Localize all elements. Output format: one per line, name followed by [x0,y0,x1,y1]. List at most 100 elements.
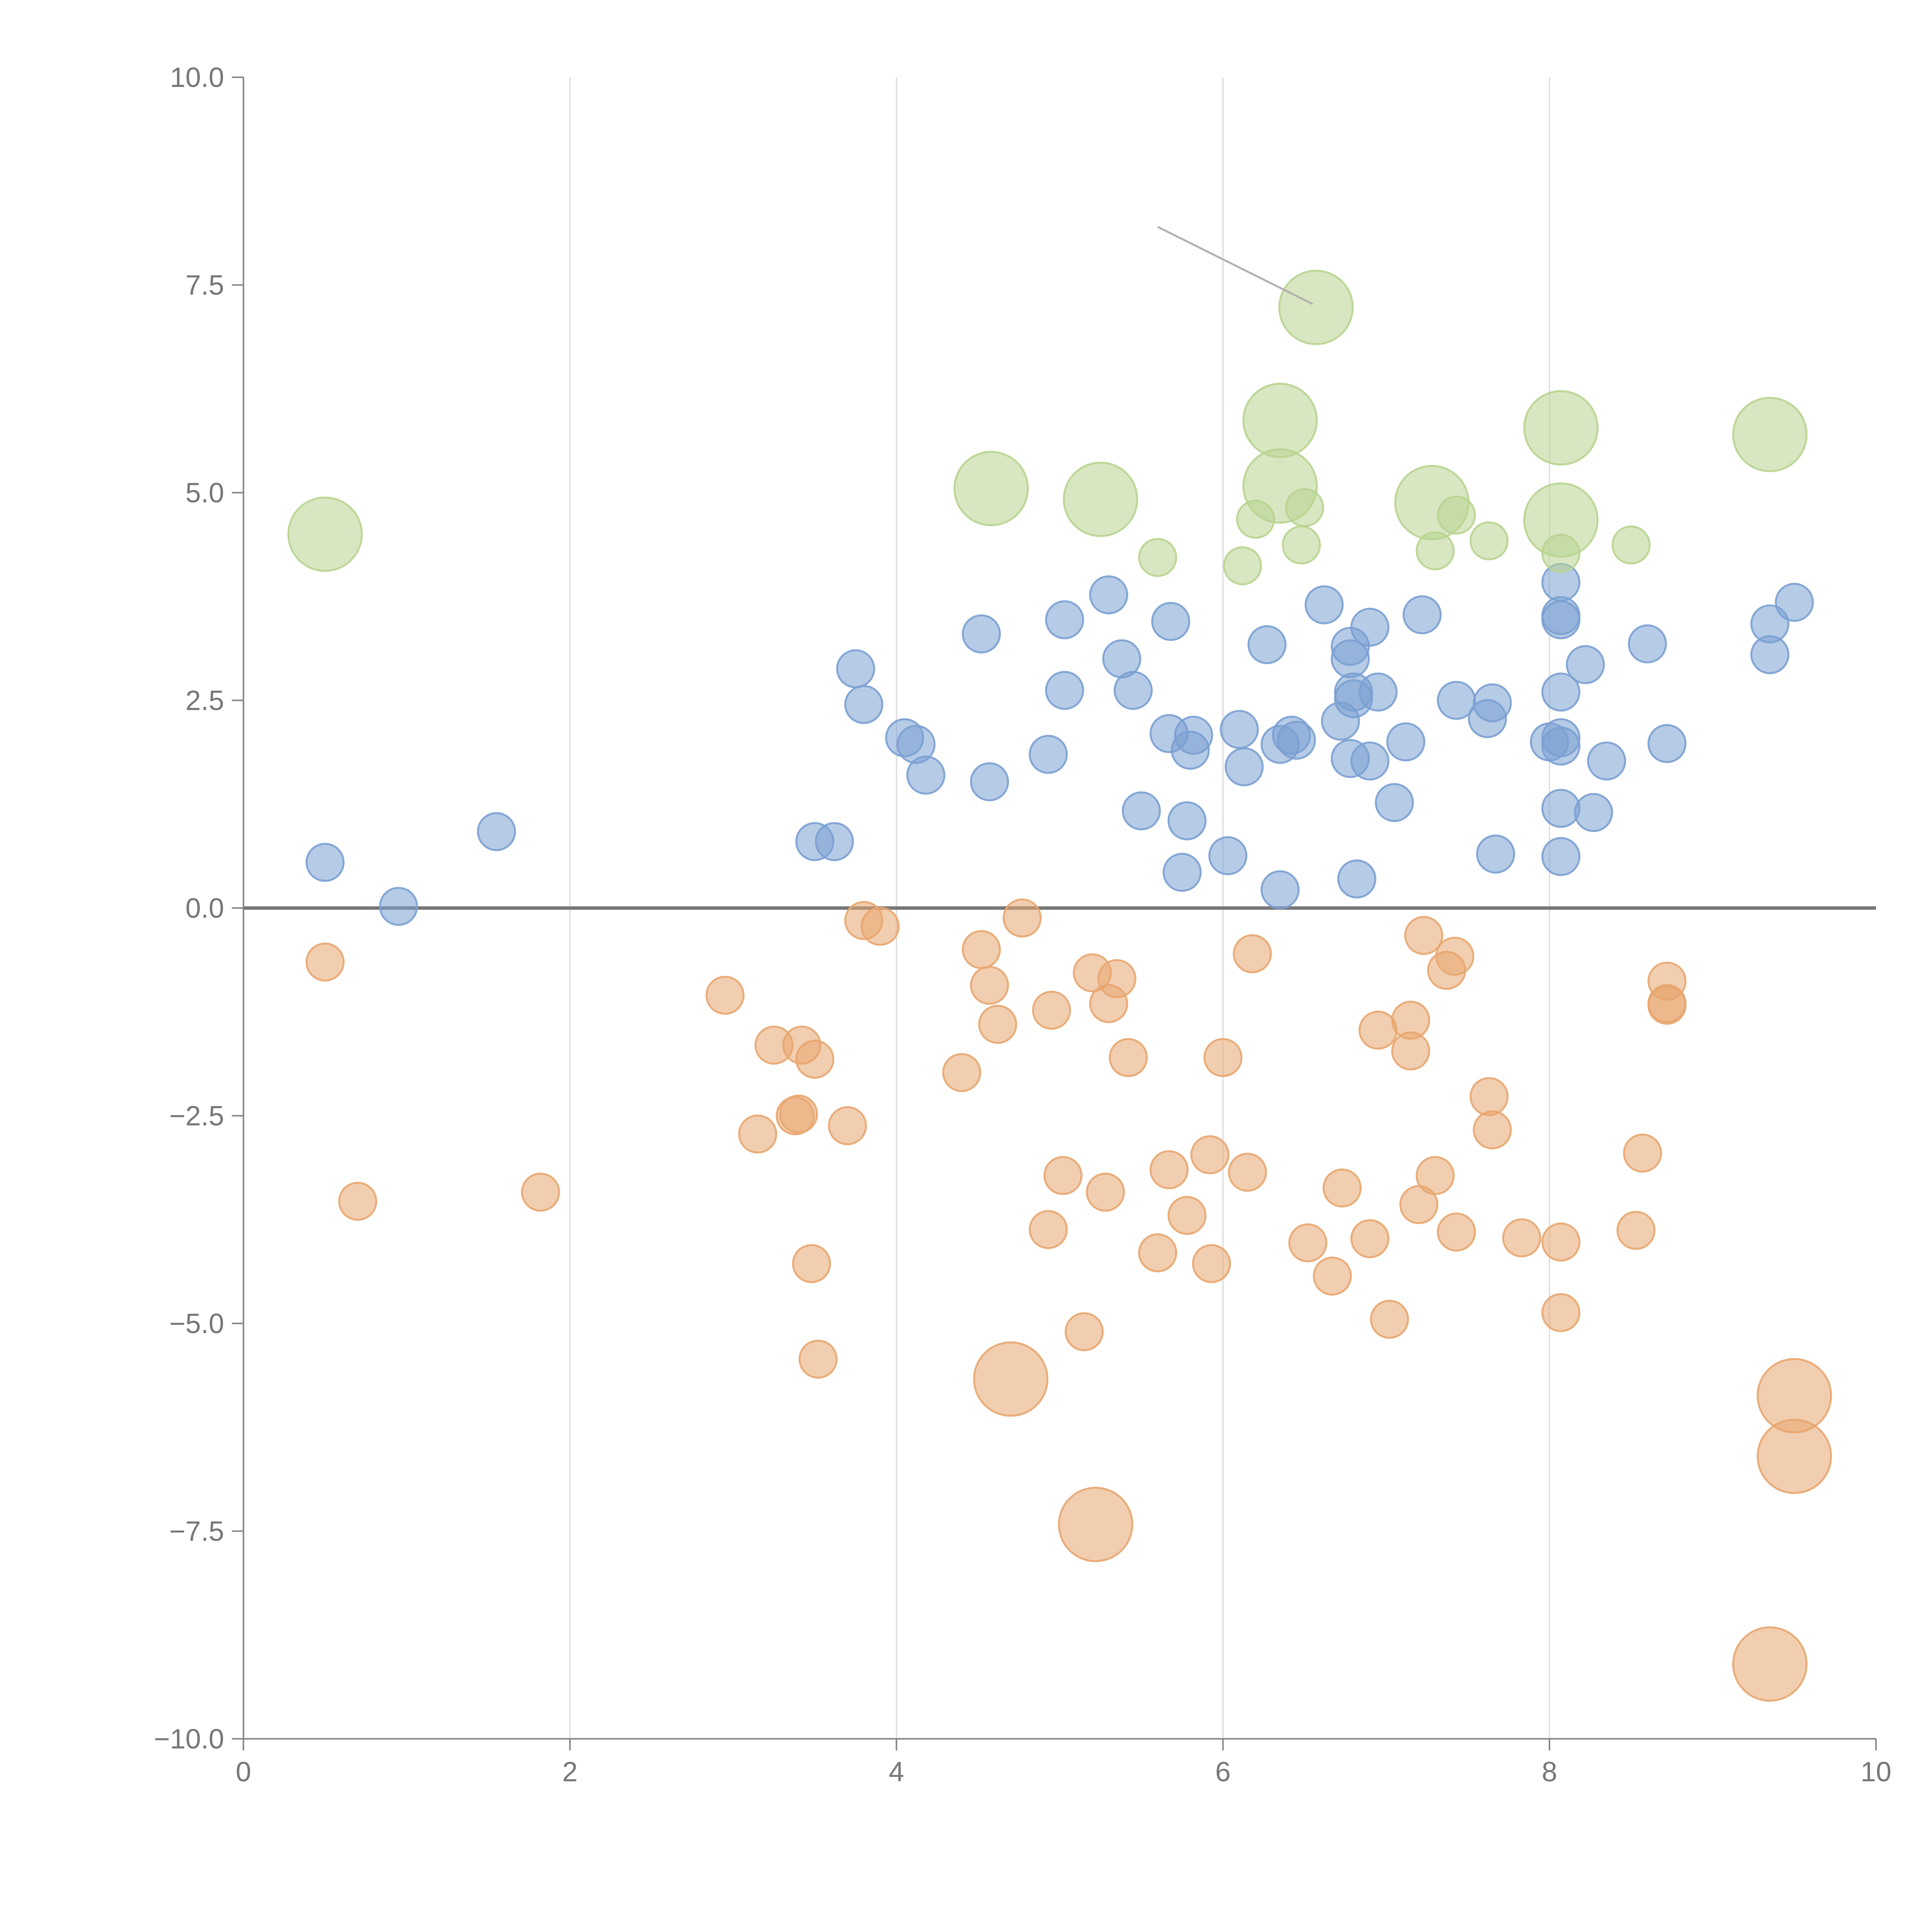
data-point [973,1341,1049,1417]
data-point [815,822,854,861]
data-points [287,270,1832,1702]
data-point [1647,724,1687,763]
data-point [1162,853,1202,892]
data-point [1473,683,1512,723]
data-point [970,762,1009,801]
data-point [906,755,946,795]
data-point [1192,1244,1231,1283]
data-point [1002,898,1042,938]
data-point [1541,789,1581,828]
data-point [836,649,875,689]
data-point [338,1182,378,1221]
data-point [1628,624,1667,663]
data-point [1151,602,1190,641]
data-point [1574,793,1613,832]
data-point [1109,1038,1148,1077]
y-tick-label: −7.5 [169,1516,224,1547]
data-point [844,685,883,724]
y-tick-label: 5.0 [185,478,224,509]
data-point [1469,1077,1509,1116]
data-point [1732,1626,1808,1702]
data-point [1063,461,1138,537]
data-point [1566,645,1605,684]
data-point [1587,741,1626,781]
data-point [1277,721,1316,760]
data-point [1228,1153,1267,1192]
data-point [1225,747,1264,786]
data-point [705,976,745,1015]
data-point [1523,482,1599,558]
data-point [1282,525,1321,565]
data-point [861,906,900,946]
data-point [1757,1418,1832,1494]
y-tick-label: 10.0 [170,62,224,93]
data-point [1045,600,1084,639]
data-point [795,1039,835,1079]
data-point [1350,1219,1389,1259]
data-point [978,1005,1017,1044]
data-point [1469,521,1509,561]
y-tick-label: 0.0 [185,893,224,924]
data-point [1402,595,1442,634]
data-point [1358,672,1398,712]
data-point [1386,722,1425,762]
data-point [1541,1222,1581,1262]
data-point [1242,448,1318,524]
data-point [828,1106,867,1145]
data-point [1435,937,1475,976]
data-point [1029,1210,1068,1249]
data-point [1223,546,1262,585]
data-point [305,942,345,982]
data-point [1260,870,1300,910]
data-point [1032,990,1071,1030]
data-point [1203,1038,1243,1077]
data-point [1541,837,1581,876]
data-point [1313,1256,1352,1296]
data-point [1086,1172,1125,1212]
data-point [962,930,1001,969]
data-point [738,1114,777,1154]
data-point [1045,671,1084,710]
data-point [1278,270,1354,345]
y-tick-label: −2.5 [169,1101,224,1132]
data-point [1097,959,1136,998]
data-point [1358,1010,1398,1050]
data-point [1208,836,1248,876]
data-point [798,1339,838,1379]
data-point [1322,1168,1362,1208]
data-point [1190,1135,1230,1175]
data-point [287,497,363,572]
y-tick-label: −5.0 [169,1308,224,1339]
data-point [305,843,345,882]
data-point [1473,1110,1512,1150]
data-point [1623,1133,1662,1173]
x-tick-label: 4 [889,1757,904,1787]
tick-labels: 0 2 4 6 8 10 10.0 7.5 5.0 2.5 0.0 −2.5 −5.0 −7.5 −10.0 [154,62,1891,1787]
data-point [1611,525,1651,565]
data-point [1775,583,1814,622]
data-point [1337,859,1376,899]
data-point [1304,585,1344,624]
data-point [1647,986,1687,1025]
data-point [1138,538,1177,577]
data-point [962,614,1001,653]
data-point [1122,791,1161,830]
data-point [1029,735,1068,774]
data-point [1541,672,1581,712]
y-tick-label: 2.5 [185,685,224,716]
data-point [1043,1156,1083,1195]
data-point [1541,596,1581,635]
connector-line [1157,226,1313,305]
data-point [1415,1156,1455,1195]
data-point [953,451,1029,526]
data-point [1242,383,1318,458]
data-point [1541,718,1581,757]
data-point [1350,607,1389,647]
data-point [1476,834,1515,874]
x-tick-label: 0 [236,1757,251,1787]
data-point [1370,1299,1409,1339]
data-point [1732,397,1808,472]
data-point [1114,671,1153,710]
